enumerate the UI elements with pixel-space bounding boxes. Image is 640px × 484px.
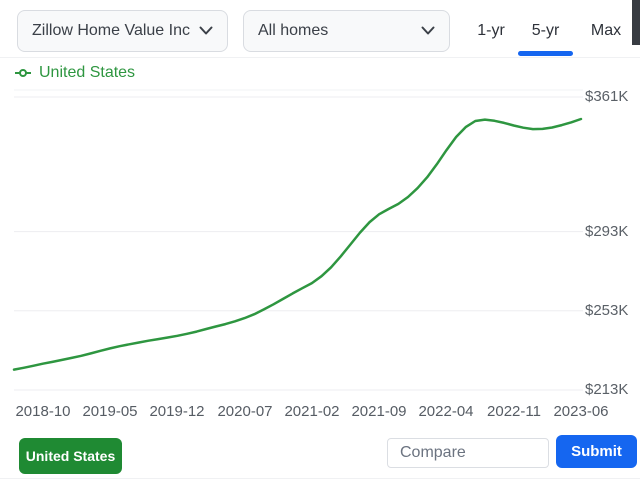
y-tick-label: $213K <box>585 381 629 398</box>
y-tick-label: $293K <box>585 222 629 240</box>
region-chip-united-states[interactable]: United States <box>19 438 122 474</box>
tab-5yr-active[interactable]: 5-yr <box>517 10 574 52</box>
compare-input[interactable] <box>387 438 549 468</box>
chart-canvas[interactable] <box>0 85 640 400</box>
x-tick-label: 2022-04 <box>418 403 474 420</box>
chevron-down-icon <box>199 22 213 40</box>
metric-dropdown-value: Zillow Home Value Inc <box>32 22 190 39</box>
series-line-united-states <box>12 117 583 371</box>
line-series-icon <box>14 67 32 79</box>
x-tick-label: 2019-12 <box>149 403 205 420</box>
x-tick-label: 2018-10 <box>15 403 71 420</box>
home-type-dropdown[interactable]: All homes <box>243 10 450 52</box>
active-tab-underline <box>518 51 573 56</box>
legend-label: United States <box>39 64 136 81</box>
x-tick-label: 2022-11 <box>487 403 541 420</box>
tab-max[interactable]: Max <box>580 10 632 52</box>
x-tick-label: 2021-09 <box>351 403 407 420</box>
home-type-dropdown-value: All homes <box>258 22 329 39</box>
submit-button[interactable]: Submit <box>556 435 637 468</box>
offscreen-dark-panel <box>632 0 640 45</box>
x-tick-label: 2019-05 <box>82 403 138 420</box>
y-tick-label: $361K <box>585 88 629 105</box>
x-tick-label: 2023-06 <box>553 403 609 420</box>
header-divider <box>0 57 640 58</box>
y-tick-label: $253K <box>585 301 629 319</box>
x-tick-label: 2021-02 <box>284 403 340 420</box>
metric-dropdown[interactable]: Zillow Home Value Inc <box>17 10 228 52</box>
x-tick-label: 2020-07 <box>217 403 273 420</box>
legend-item-united-states: United States <box>14 64 135 82</box>
tab-1yr[interactable]: 1-yr <box>466 10 516 52</box>
footer-divider <box>0 478 640 479</box>
chevron-down-icon <box>421 22 435 40</box>
